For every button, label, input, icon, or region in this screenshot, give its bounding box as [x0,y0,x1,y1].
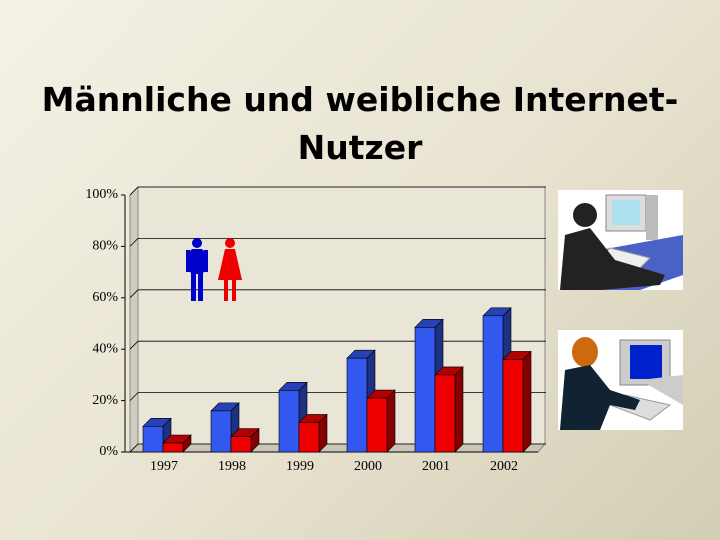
computer-user-woman [558,330,683,430]
bar-front [162,442,184,453]
y-tick-label: 0% [99,444,118,459]
bar-front [278,390,300,453]
bar-front [298,422,320,453]
x-tick-label: 1999 [286,459,314,474]
plot-frame [124,185,547,454]
y-tick-label: 80% [92,239,118,254]
grid-line [129,289,546,299]
bar-front [142,425,164,453]
bar-side [522,350,532,453]
y-tick-label: 60% [92,290,118,305]
bar-front [482,315,504,453]
grid-line [129,443,546,453]
bar-front [414,327,436,453]
y-tick-label: 40% [92,341,118,356]
x-tick-label: 1998 [218,459,246,474]
y-tick-label: 20% [92,393,118,408]
bar-side [454,366,464,453]
grid-line [129,186,546,196]
grid-line [129,392,546,401]
bar-front [502,359,524,453]
bar [230,427,260,453]
y-tick-label: 100% [85,187,118,202]
x-tick-label: 2001 [422,459,450,474]
bar-front [434,374,456,453]
computer-user-man [558,190,683,290]
bar-front [210,410,232,453]
x-tick-label: 2000 [354,459,382,474]
bar-front [366,397,388,453]
grid-line [129,340,546,350]
bar [434,366,464,453]
bar-front [230,436,252,453]
x-tick-label: 1997 [150,459,178,474]
x-tick-label: 2002 [490,459,518,474]
bar [162,434,192,453]
grid-line [129,237,546,247]
people-icons [186,238,242,301]
bar [502,350,532,453]
chart-title: Männliche und weibliche Internet-Nutzer [41,80,679,167]
bar-side [386,389,396,453]
bar-front [346,357,368,453]
bar [366,389,396,453]
bar [298,413,328,453]
